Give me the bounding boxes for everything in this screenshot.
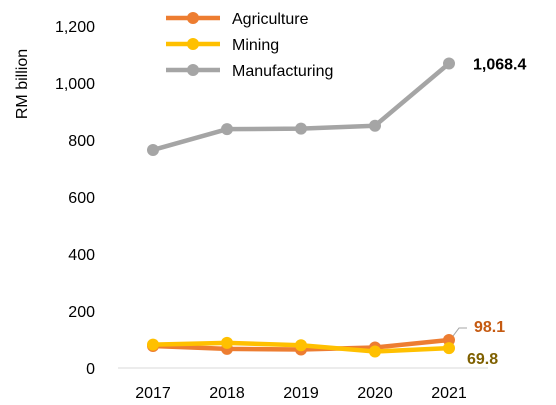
y-axis-label: RM billion — [14, 49, 31, 119]
data-point-mining — [295, 339, 307, 352]
y-axis: 0 200 400 600 800 1,000 1,200 — [55, 19, 95, 378]
x-axis: 2017 2018 2019 2020 2021 — [118, 367, 488, 402]
x-tick-label: 2017 — [135, 385, 171, 402]
y-tick-label: 600 — [68, 190, 95, 207]
legend-label-manufacturing: Manufacturing — [232, 63, 333, 80]
x-tick-label: 2021 — [431, 385, 467, 402]
end-value-label: 69.8 — [467, 351, 498, 368]
legend-marker-agriculture — [187, 12, 199, 24]
leader-line — [452, 327, 467, 337]
y-tick-label: 400 — [68, 247, 95, 264]
data-point-mining — [221, 336, 233, 349]
y-tick-label: 1,000 — [55, 76, 95, 93]
legend-label-agriculture: Agriculture — [232, 11, 309, 28]
y-tick-label: 800 — [68, 133, 95, 150]
end-value-label: 1,068.4 — [473, 57, 526, 74]
x-tick-label: 2020 — [357, 385, 393, 402]
x-tick-label: 2019 — [283, 385, 319, 402]
data-point-manufacturing — [221, 123, 233, 136]
end-value-label: 98.1 — [474, 319, 505, 336]
y-tick-label: 0 — [86, 361, 95, 378]
legend-marker-mining — [187, 38, 199, 50]
legend-label-mining: Mining — [232, 37, 279, 54]
end-labels: 1,068.4 98.1 69.8 — [452, 57, 526, 368]
data-point-mining — [369, 345, 381, 358]
legend-marker-manufacturing — [187, 64, 199, 76]
legend: Agriculture Mining Manufacturing — [166, 11, 333, 80]
data-point-manufacturing — [147, 143, 159, 156]
data-point-mining — [147, 338, 159, 351]
series-lines — [147, 57, 455, 358]
y-tick-label: 1,200 — [55, 19, 95, 36]
data-point-manufacturing — [443, 57, 455, 70]
y-tick-label: 200 — [68, 304, 95, 321]
data-point-manufacturing — [295, 122, 307, 135]
data-point-manufacturing — [369, 119, 381, 132]
x-tick-label: 2018 — [209, 385, 245, 402]
data-point-mining — [443, 342, 455, 355]
